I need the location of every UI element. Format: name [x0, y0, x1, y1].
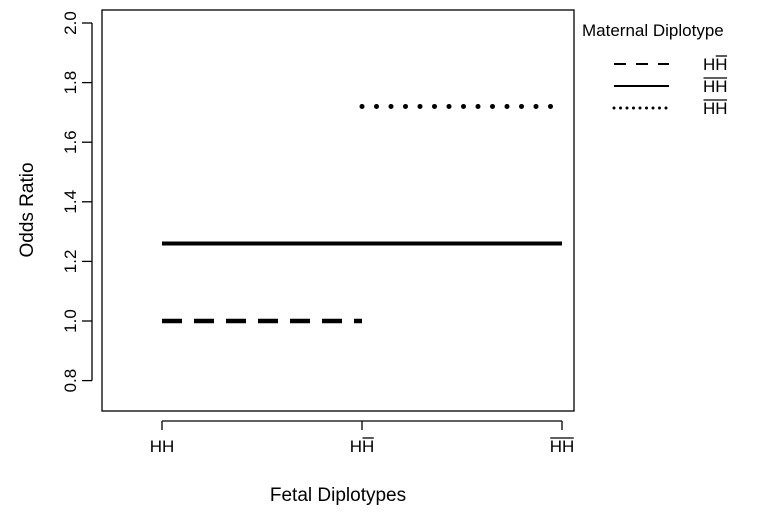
x-tick-label: HH: [150, 437, 175, 456]
y-tick-label: 2.0: [61, 11, 80, 35]
x-tick-label-text: HH: [150, 437, 175, 456]
y-tick-label: 1.0: [61, 309, 80, 333]
y-tick-label: 1.6: [61, 130, 80, 154]
y-tick-label: 1.8: [61, 71, 80, 95]
plot-frame: [101, 9, 575, 412]
series-layer: [162, 103, 565, 324]
y-axis-title: Odds Ratio: [17, 162, 38, 257]
x-tick-label: HH: [550, 437, 575, 456]
x-axis-title: Fetal Diplotypes: [270, 485, 406, 506]
legend-entry-label-text: HH: [703, 55, 728, 74]
x-tick-label: HH: [350, 437, 375, 456]
y-axis: 0.8 1.0 1.2 1.4 1.6 1.8 2.0: [61, 11, 93, 393]
legend-entry-label: HH: [703, 77, 728, 96]
y-tick-label: 1.4: [61, 190, 80, 214]
x-tick-label-text: HH: [550, 437, 575, 456]
legend-entry-label-text: HH: [703, 77, 728, 96]
x-axis: HH HH HH: [150, 420, 575, 456]
legend: Maternal Diplotype HH HH HH: [582, 21, 728, 118]
y-tick-label: 0.8: [61, 369, 80, 393]
legend-entry-label: HH: [703, 99, 728, 118]
legend-entry-label-text: HH: [703, 99, 728, 118]
y-tick-label: 1.2: [61, 250, 80, 274]
x-tick-label-text: HH: [350, 437, 375, 456]
legend-entry-label: HH: [703, 55, 728, 74]
legend-title: Maternal Diplotype: [582, 21, 724, 40]
